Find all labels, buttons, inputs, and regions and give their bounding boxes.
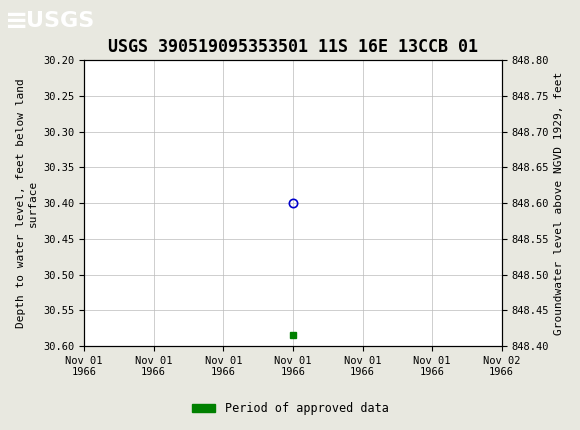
- Title: USGS 390519095353501 11S 16E 13CCB 01: USGS 390519095353501 11S 16E 13CCB 01: [108, 38, 478, 56]
- Y-axis label: Groundwater level above NGVD 1929, feet: Groundwater level above NGVD 1929, feet: [554, 71, 564, 335]
- Text: ≡: ≡: [5, 7, 28, 35]
- Y-axis label: Depth to water level, feet below land
surface: Depth to water level, feet below land su…: [16, 78, 38, 328]
- Legend: Period of approved data: Period of approved data: [187, 397, 393, 420]
- Text: USGS: USGS: [26, 11, 95, 31]
